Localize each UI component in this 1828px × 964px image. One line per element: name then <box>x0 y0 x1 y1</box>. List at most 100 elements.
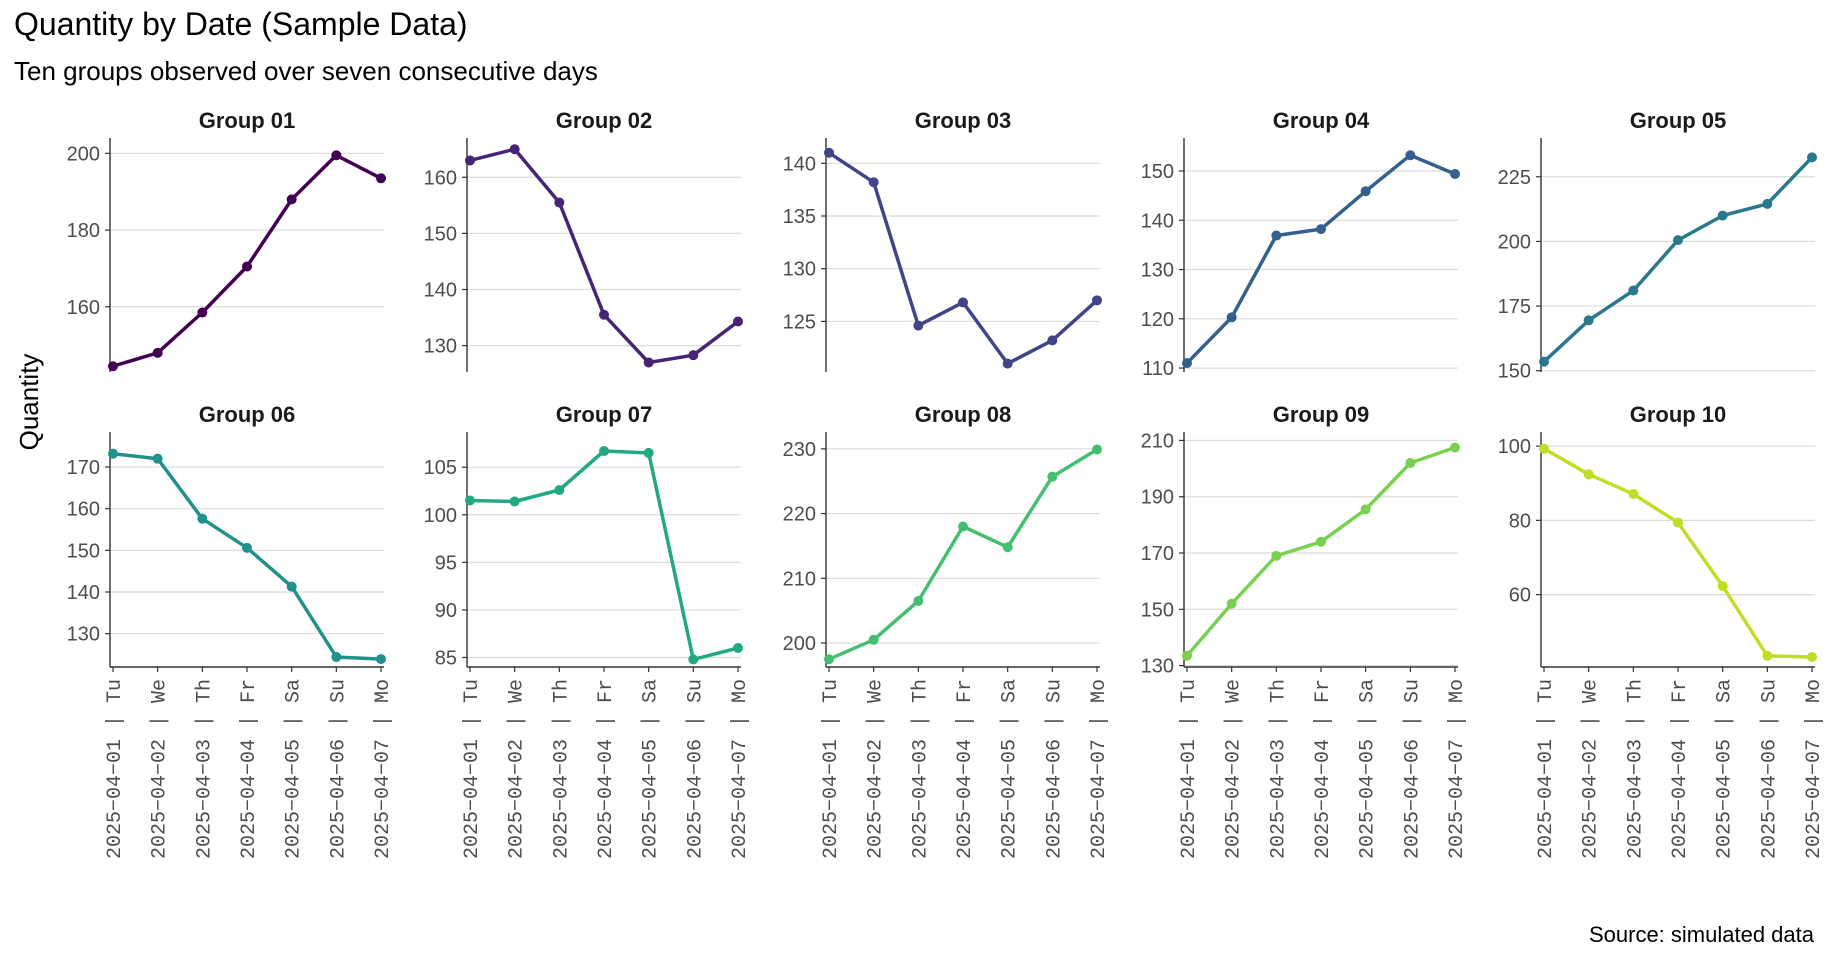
series-line <box>1542 446 1814 659</box>
data-point <box>733 642 743 653</box>
y-tick-label: 125 <box>783 311 816 333</box>
x-tick-label: 2025−04−04 | Fr <box>954 679 977 859</box>
data-point <box>1047 335 1058 346</box>
data-point <box>824 147 834 158</box>
data-point <box>152 347 163 358</box>
chart-caption: Source: simulated data <box>1588 922 1814 947</box>
y-tick-label: 180 <box>67 220 100 242</box>
series-line <box>1542 155 1814 364</box>
data-point <box>1762 198 1773 209</box>
panel-title: Group 03 <box>915 108 1012 133</box>
x-tick-label-date: 2025−04−03 | Th <box>550 679 573 859</box>
y-tick-label: 130 <box>424 336 457 358</box>
x-tick-label-date: 2025−04−07 | Mo <box>372 679 395 859</box>
data-point <box>1316 536 1326 547</box>
data-point <box>913 320 924 331</box>
x-tick-label: 2025−04−01 | Tu <box>461 679 484 859</box>
data-point <box>1360 504 1371 515</box>
series-line <box>827 447 1099 661</box>
x-tick-label-date: 2025−04−06 | Su <box>1758 679 1781 859</box>
y-tick-label: 150 <box>1141 599 1174 621</box>
x-tick-label: 2025−04−02 | We <box>506 679 529 859</box>
data-point <box>643 447 654 458</box>
data-point <box>958 297 968 308</box>
data-point <box>868 634 879 645</box>
series-line <box>1185 445 1457 658</box>
y-tick-label: 120 <box>1141 309 1174 331</box>
x-tick-label-date: 2025−04−04 | Fr <box>1669 679 1692 859</box>
y-tick-label: 140 <box>783 153 816 175</box>
data-point <box>509 144 520 155</box>
y-tick-label: 140 <box>1141 210 1174 232</box>
x-tick-label-date: 2025−04−02 | We <box>506 679 529 859</box>
data-point <box>242 542 252 553</box>
x-tick-label-date: 2025−04−06 | Su <box>684 679 707 859</box>
y-tick-label: 220 <box>783 504 816 526</box>
y-tick-label: 80 <box>1509 510 1531 532</box>
data-point <box>286 581 297 592</box>
x-tick-label-date: 2025−04−05 | Sa <box>283 679 306 859</box>
panel-title: Group 04 <box>1273 108 1370 133</box>
data-point <box>1807 651 1817 662</box>
x-tick-label-date: 2025−04−07 | Mo <box>729 679 752 859</box>
data-point <box>1271 230 1282 241</box>
data-point <box>824 654 834 665</box>
x-tick-label-date: 2025−04−05 | Sa <box>999 679 1022 859</box>
x-tick-label-date: 2025−04−07 | Mo <box>1088 679 1111 859</box>
data-point <box>1450 168 1460 179</box>
x-tick-label: 2025−04−02 | We <box>149 679 172 859</box>
x-tick-label-date: 2025−04−02 | We <box>1580 679 1603 859</box>
data-point <box>152 453 163 464</box>
x-tick-label-date: 2025−04−04 | Fr <box>238 679 261 859</box>
x-tick-label: 2025−04−06 | Su <box>684 679 707 859</box>
y-tick-label: 130 <box>1141 260 1174 282</box>
data-point <box>1405 457 1416 468</box>
data-point <box>1316 224 1326 235</box>
y-tick-label: 140 <box>67 582 100 604</box>
series-line <box>111 451 383 661</box>
y-tick-label: 160 <box>67 499 100 521</box>
data-point <box>688 654 699 665</box>
data-point <box>197 307 208 318</box>
x-tick-label-date: 2025−04−05 | Sa <box>1357 679 1380 859</box>
y-tick-label: 150 <box>424 223 457 245</box>
data-point <box>1673 517 1683 528</box>
x-tick-label-date: 2025−04−03 | Th <box>909 679 932 859</box>
data-point <box>1226 312 1237 323</box>
x-tick-label: 2025−04−05 | Sa <box>1357 679 1380 859</box>
y-tick-label: 200 <box>67 143 100 165</box>
y-tick-label: 130 <box>67 624 100 646</box>
data-point <box>1539 356 1549 367</box>
y-tick-label: 150 <box>1498 361 1531 383</box>
data-point <box>1539 443 1549 454</box>
data-point <box>1628 488 1639 499</box>
data-point <box>331 652 342 662</box>
data-point <box>1047 471 1058 482</box>
x-tick-label-date: 2025−04−05 | Sa <box>640 679 663 859</box>
y-tick-label: 225 <box>1498 167 1531 189</box>
panel-title: Group 09 <box>1273 402 1370 427</box>
data-point <box>1182 650 1192 661</box>
data-point <box>1807 152 1817 163</box>
data-point <box>331 150 342 161</box>
chart-subtitle: Ten groups observed over seven consecuti… <box>14 56 598 86</box>
x-tick-label-date: 2025−04−05 | Sa <box>1714 679 1737 859</box>
x-tick-label: 2025−04−03 | Th <box>1624 679 1647 859</box>
series-line <box>468 449 740 662</box>
data-point <box>733 316 743 327</box>
data-point <box>1628 285 1639 296</box>
data-point <box>554 197 565 208</box>
x-tick-label: 2025−04−01 | Tu <box>1535 679 1558 859</box>
y-tick-label: 150 <box>67 540 100 562</box>
data-point <box>1002 542 1013 553</box>
y-tick-label: 190 <box>1141 487 1174 509</box>
data-point <box>1360 186 1371 197</box>
y-tick-label: 200 <box>783 633 816 655</box>
data-point <box>509 496 520 507</box>
x-tick-label: 2025−04−07 | Mo <box>1088 679 1111 859</box>
panel-title: Group 10 <box>1630 402 1727 427</box>
x-tick-label: 2025−04−05 | Sa <box>283 679 306 859</box>
y-tick-label: 200 <box>1498 231 1531 253</box>
x-tick-label: 2025−04−05 | Sa <box>1714 679 1737 859</box>
data-point <box>108 361 118 372</box>
